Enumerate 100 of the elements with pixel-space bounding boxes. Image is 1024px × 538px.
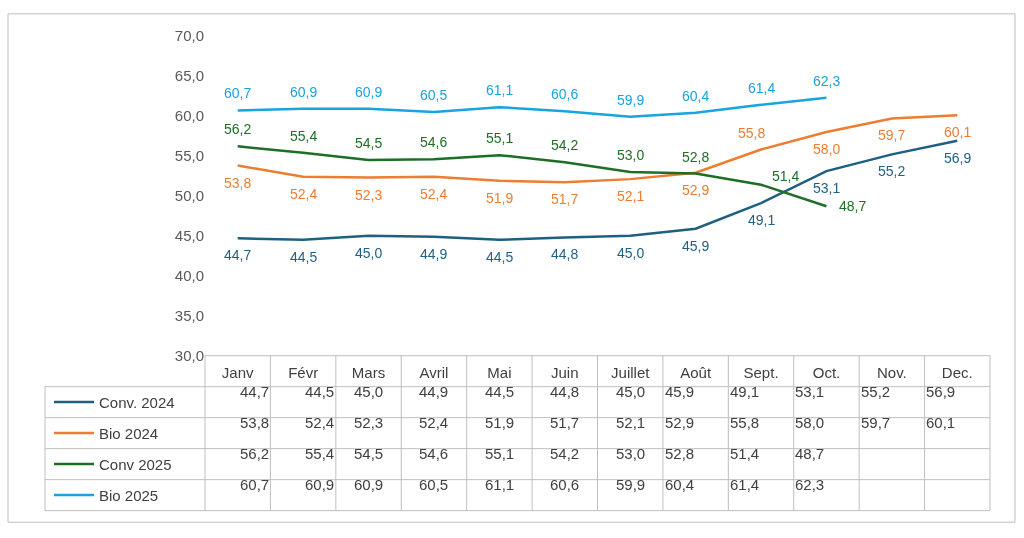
text: 52,1 — [617, 188, 645, 204]
text: 53,8 — [224, 175, 252, 191]
text: 54,2 — [551, 137, 579, 153]
x-tick-label: Nov. — [877, 363, 907, 381]
data-label: 48,7 — [795, 445, 825, 462]
text: 59,9 — [617, 92, 645, 108]
x-tick-label: Mars — [351, 363, 386, 381]
y-tick-label: 40,0 — [174, 267, 204, 285]
text: 55,4 — [290, 128, 318, 144]
text: 62,3 — [813, 73, 841, 89]
text: 54,5 — [355, 135, 383, 151]
y-tick-label: 60,0 — [174, 107, 204, 125]
data-label: 52,4 — [305, 414, 335, 431]
text: 60,9 — [355, 84, 383, 100]
data-label: 58,0 — [795, 414, 825, 431]
x-tick-label: Oct. — [812, 363, 841, 381]
text: 45,0 — [617, 245, 645, 261]
text: 44,5 — [290, 249, 318, 265]
text: 61,4 — [748, 80, 776, 96]
text: 44,8 — [551, 246, 579, 262]
text: 49,1 — [748, 212, 776, 228]
text: 58,0 — [813, 141, 841, 157]
data-label: 44,8 — [550, 383, 580, 400]
data-label: 53,1 — [795, 383, 825, 400]
data-label: 44,5 — [485, 383, 515, 400]
data-label: 49,1 — [730, 383, 760, 400]
y-tick-label: 30,0 — [174, 346, 204, 364]
data-label: 54,6 — [419, 445, 449, 462]
data-label: 51,9 — [485, 414, 515, 431]
data-label: 44,9 — [419, 383, 449, 400]
text: 51,9 — [486, 190, 514, 206]
text: 44,7 — [224, 247, 252, 263]
text: 53,1 — [813, 180, 841, 196]
data-label: 51,7 — [550, 414, 580, 431]
data-label: 52,1 — [616, 414, 646, 431]
data-label: 60,9 — [354, 476, 384, 493]
text: 52,4 — [290, 186, 318, 202]
y-tick-label: 70,0 — [174, 27, 204, 45]
data-label: 53,0 — [616, 445, 646, 462]
data-label: 55,1 — [485, 445, 515, 462]
data-label: 59,9 — [616, 476, 646, 493]
y-tick-label: 65,0 — [174, 67, 204, 85]
data-label: 60,7 — [240, 476, 270, 493]
data-label: 56,9 — [926, 383, 956, 400]
data-label: 60,6 — [550, 476, 580, 493]
text: 59,7 — [878, 127, 906, 143]
text: 52,4 — [420, 186, 448, 202]
data-label: 54,5 — [354, 445, 384, 462]
text: 44,9 — [420, 246, 448, 262]
text: 51,7 — [551, 191, 579, 207]
x-tick-label: Mai — [487, 363, 512, 381]
text: 60,5 — [420, 87, 448, 103]
text: 60,4 — [682, 88, 710, 104]
text: 60,9 — [290, 84, 318, 100]
data-label: 54,2 — [550, 445, 580, 462]
data-label: 52,8 — [665, 445, 695, 462]
data-label: 61,1 — [485, 476, 515, 493]
data-label: 60,5 — [419, 476, 449, 493]
data-label: 55,4 — [305, 445, 335, 462]
text: 52,8 — [682, 149, 710, 165]
data-label: 45,9 — [665, 383, 695, 400]
data-label: 59,7 — [861, 414, 891, 431]
legend-label: Conv 2025 — [99, 455, 172, 473]
text: 60,1 — [944, 124, 972, 140]
data-label: 44,7 — [240, 383, 270, 400]
text: 61,1 — [486, 82, 514, 98]
x-tick-label: Avril — [419, 363, 449, 381]
text: 55,1 — [486, 130, 514, 146]
x-tick-label: Août — [680, 363, 712, 381]
legend-label: Conv. 2024 — [99, 393, 175, 411]
data-label: 60,9 — [305, 476, 335, 493]
text: 52,9 — [682, 182, 710, 198]
x-tick-label: Janv — [221, 363, 255, 381]
data-label: 52,9 — [665, 414, 695, 431]
y-tick-label: 55,0 — [174, 147, 204, 165]
data-label: 55,8 — [730, 414, 760, 431]
text: 53,0 — [617, 147, 645, 163]
data-label: 45,0 — [616, 383, 646, 400]
data-label: 55,2 — [861, 383, 891, 400]
data-label: 62,3 — [795, 476, 825, 493]
data-label: 44,5 — [305, 383, 335, 400]
text: 44,5 — [486, 249, 514, 265]
y-tick-label: 35,0 — [174, 307, 204, 324]
y-tick-label: 45,0 — [174, 227, 204, 245]
data-label: 45,0 — [354, 383, 384, 400]
data-label: 56,2 — [240, 445, 270, 462]
data-label: 60,1 — [926, 414, 956, 431]
text: 55,8 — [738, 125, 766, 141]
data-label: 51,4 — [730, 445, 760, 462]
text: 45,9 — [682, 238, 710, 254]
text: 52,3 — [355, 187, 383, 203]
data-label: 60,4 — [665, 476, 695, 493]
text: 60,6 — [551, 86, 579, 102]
x-tick-label: Févr — [288, 363, 319, 381]
text: 56,2 — [224, 121, 252, 137]
x-tick-label: Juillet — [611, 363, 651, 381]
data-label: 61,4 — [730, 476, 760, 493]
x-tick-label: Juin — [551, 363, 579, 381]
x-tick-label: Dec. — [941, 363, 973, 381]
data-label: 52,3 — [354, 414, 384, 431]
